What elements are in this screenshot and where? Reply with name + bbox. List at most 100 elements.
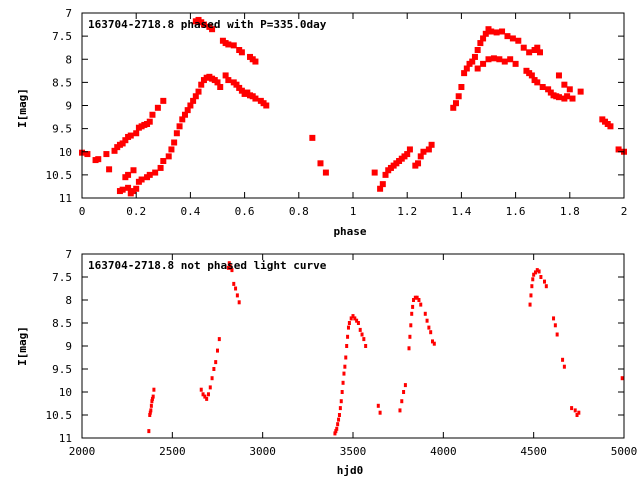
phased-data-point xyxy=(564,93,571,100)
phased-data-point xyxy=(615,146,622,153)
phased-data-point xyxy=(252,58,259,65)
phased-data-point xyxy=(263,102,270,109)
unphased-data-point xyxy=(338,406,342,411)
phased-data-point xyxy=(119,140,126,147)
unphased-data-point xyxy=(351,314,355,319)
phased-data-point xyxy=(200,21,207,28)
phased-y-tick-label: 8 xyxy=(65,53,72,66)
phased-data-point xyxy=(192,93,199,100)
phased-x-tick-label: 0.6 xyxy=(235,205,255,218)
unphased-data-point xyxy=(203,394,207,399)
phased-data-point xyxy=(536,49,543,56)
unphased-data-point xyxy=(151,394,155,399)
phased-data-point xyxy=(499,28,506,35)
unphased-data-point xyxy=(403,383,407,388)
unphased-data-point xyxy=(201,392,205,397)
phased-data-point xyxy=(428,141,435,148)
unphased-data-point xyxy=(573,408,577,413)
phased-data-point xyxy=(515,37,522,44)
unphased-data-point xyxy=(214,360,218,365)
phased-data-point xyxy=(133,185,140,192)
unphased-y-tick-label: 7.5 xyxy=(52,271,72,284)
phased-data-point xyxy=(406,146,413,153)
unphased-y-axis-label: I[mag] xyxy=(16,326,29,366)
unphased-data-point xyxy=(577,410,581,415)
phased-data-point xyxy=(539,84,546,90)
unphased-data-point xyxy=(533,270,537,275)
unphased-data-point xyxy=(620,376,624,381)
unphased-data-point xyxy=(150,396,154,401)
unphased-data-point xyxy=(216,348,219,353)
unphased-data-point xyxy=(345,344,349,348)
unphased-x-tick-label: 5000 xyxy=(611,445,638,458)
unphased-data-point xyxy=(353,316,357,321)
unphased-x-tick-label: 3000 xyxy=(249,445,276,458)
unphased-data-point xyxy=(336,422,340,427)
unphased-data-point xyxy=(342,371,346,376)
unphased-data-point xyxy=(528,302,532,307)
unphased-y-tick-label: 11 xyxy=(59,432,72,445)
unphased-data-point xyxy=(230,268,234,273)
unphased-data-point xyxy=(555,332,559,337)
phased-data-point xyxy=(190,97,197,104)
phased-data-point xyxy=(95,156,102,163)
unphased-data-point xyxy=(360,332,364,337)
unphased-data-point xyxy=(210,376,214,381)
unphased-data-point xyxy=(226,265,230,270)
unphased-x-tick-label: 3500 xyxy=(340,445,367,458)
phased-data-point xyxy=(482,30,489,37)
unphased-y-tick-label: 7 xyxy=(65,248,72,261)
unphased-data-point xyxy=(412,298,416,302)
phased-data-point xyxy=(512,60,519,67)
unphased-data-point xyxy=(402,390,406,394)
phased-data-point xyxy=(173,130,180,137)
phased-x-tick-label: 1.2 xyxy=(397,205,417,218)
unphased-data-point xyxy=(339,399,343,404)
unphased-data-point xyxy=(149,403,153,408)
unphased-data-point xyxy=(423,311,427,316)
unphased-data-point xyxy=(346,325,350,330)
phased-title: 163704-2718.8 phased with P=335.0day xyxy=(88,18,327,31)
unphased-data-point xyxy=(398,408,402,413)
unphased-data-point xyxy=(199,387,203,392)
phased-data-point xyxy=(179,116,186,123)
phased-data-point xyxy=(146,171,153,178)
phased-data-point xyxy=(225,77,232,84)
unphased-data-point xyxy=(415,295,419,300)
phased-data-point xyxy=(534,44,541,51)
phased-data-point xyxy=(233,81,240,88)
phased-data-point xyxy=(217,84,224,90)
unphased-data-point xyxy=(407,346,411,351)
phased-data-point xyxy=(238,87,245,94)
phased-data-point xyxy=(222,72,229,79)
phased-data-point xyxy=(160,158,167,164)
unphased-data-point xyxy=(337,417,341,422)
phased-y-tick-label: 9 xyxy=(65,100,72,113)
phased-x-tick-label: 0.4 xyxy=(180,205,200,218)
phased-data-point xyxy=(555,72,562,79)
unphased-data-point xyxy=(148,413,152,417)
phased-data-point xyxy=(461,70,468,77)
phased-data-point xyxy=(458,84,465,90)
phased-data-point xyxy=(138,176,145,183)
phased-data-point xyxy=(471,53,478,60)
phased-data-point xyxy=(493,29,500,36)
phased-tick-labels: 0 0.2 0.4 0.6 0.8 1 1.2 1.4 1.6 1.8 2 7 7.5 8 8.5 9 9.5 1… xyxy=(46,7,628,218)
unphased-data-point xyxy=(430,339,434,344)
phased-data-point xyxy=(181,111,188,118)
phased-data-point xyxy=(309,134,316,141)
phased-data-point xyxy=(469,58,476,65)
unphased-data-point xyxy=(429,330,433,335)
unphased-title: 163704-2718.8 not phased light curve xyxy=(88,259,327,272)
unphased-data-point xyxy=(346,334,350,339)
phased-data-point xyxy=(569,95,576,102)
phased-data-point xyxy=(214,79,221,86)
phased-data-point xyxy=(382,171,389,178)
phased-data-point xyxy=(480,60,487,67)
phased-data-point xyxy=(165,153,172,160)
phased-data-point xyxy=(125,171,132,178)
unphased-data-point xyxy=(561,357,565,362)
unphased-data-point xyxy=(378,410,382,415)
phased-data-point xyxy=(607,123,614,130)
phased-x-axis-label: phase xyxy=(333,225,366,238)
